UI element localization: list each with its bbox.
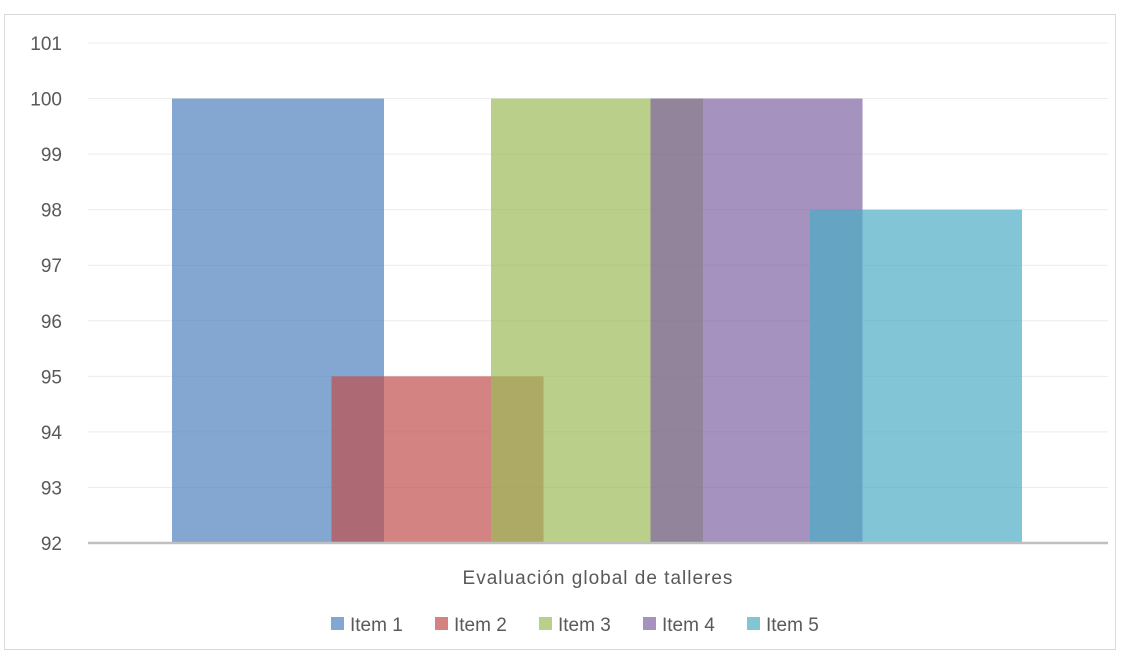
legend-label: Item 5 bbox=[766, 615, 819, 636]
bar-item-5 bbox=[810, 209, 1022, 543]
y-tick-label: 95 bbox=[41, 367, 62, 388]
legend-swatch bbox=[747, 617, 760, 630]
y-axis-ticks: 92 93 94 95 96 97 98 99 100 101 bbox=[30, 34, 62, 555]
legend-label: Item 1 bbox=[350, 615, 403, 636]
y-tick-label: 101 bbox=[30, 34, 62, 55]
legend-label: Item 2 bbox=[454, 615, 507, 636]
legend-swatch bbox=[331, 617, 344, 630]
legend-label: Item 4 bbox=[662, 615, 715, 636]
legend-swatch bbox=[435, 617, 448, 630]
y-tick-label: 93 bbox=[41, 478, 62, 499]
y-tick-label: 98 bbox=[41, 201, 62, 222]
legend: Item 1 Item 2 Item 3 Item 4 Item 5 bbox=[331, 615, 819, 636]
category-label: Evaluación global de talleres bbox=[463, 568, 734, 589]
y-tick-label: 92 bbox=[41, 534, 62, 555]
y-tick-label: 99 bbox=[41, 145, 62, 166]
y-tick-label: 94 bbox=[41, 423, 63, 444]
legend-swatch bbox=[539, 617, 552, 630]
legend-swatch bbox=[643, 617, 656, 630]
y-tick-label: 97 bbox=[41, 256, 62, 277]
y-tick-label: 96 bbox=[41, 312, 62, 333]
bars bbox=[172, 98, 1022, 544]
legend-label: Item 3 bbox=[558, 615, 611, 636]
y-tick-label: 100 bbox=[30, 90, 62, 111]
